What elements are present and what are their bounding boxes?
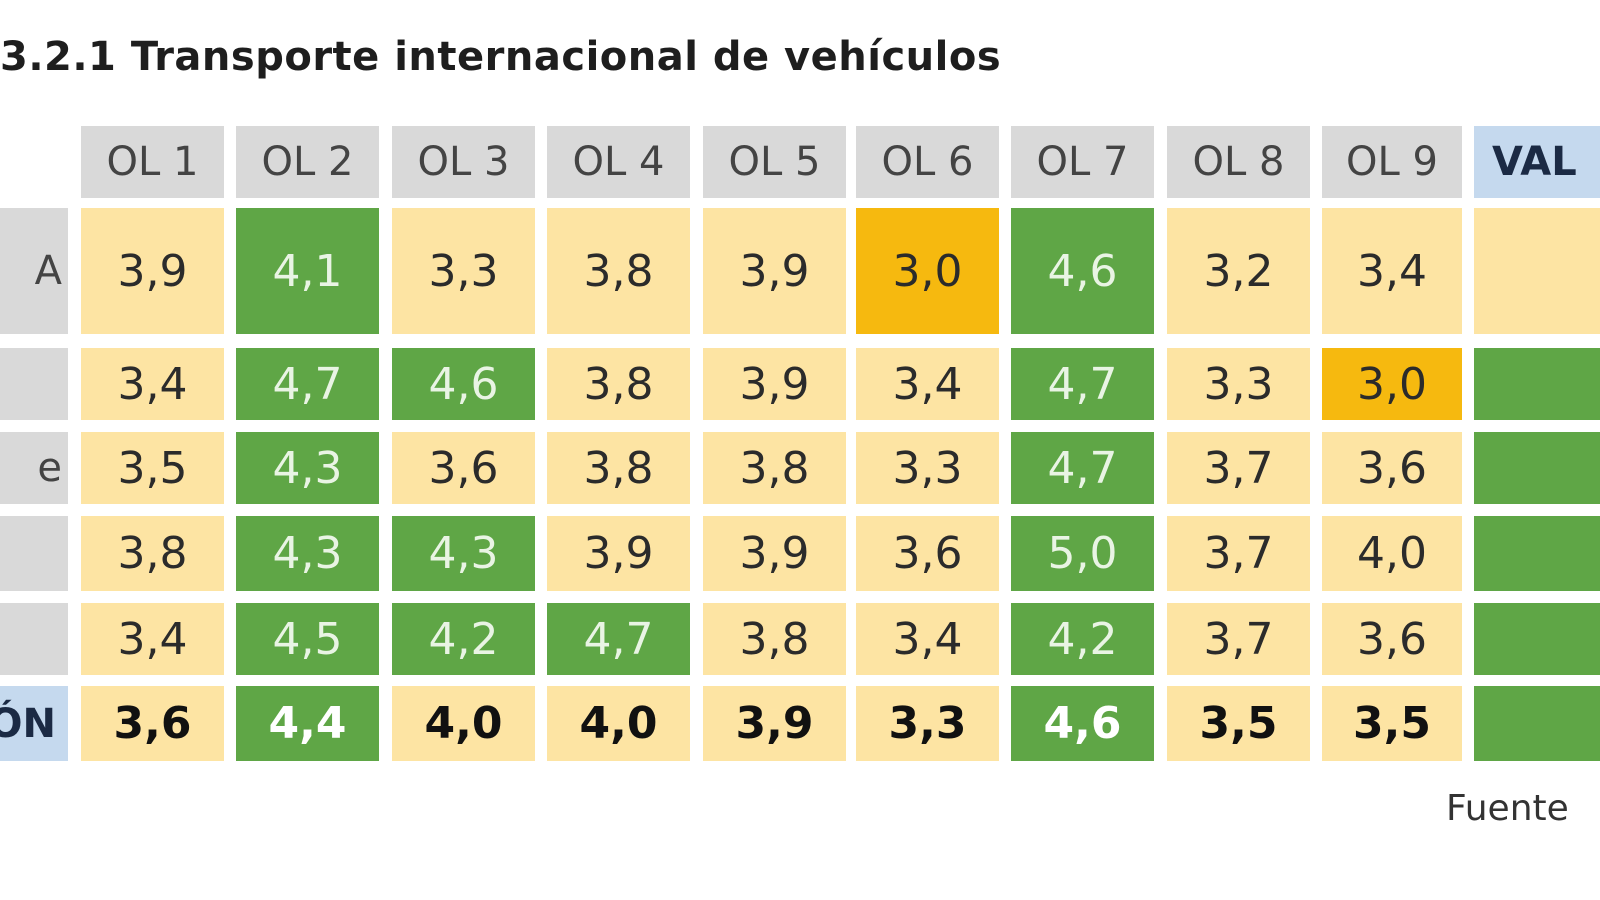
table-cell: 4,0 <box>392 686 535 761</box>
table-cell: 5,0 <box>1011 516 1154 591</box>
table-cell: 3,4 <box>856 348 999 420</box>
row-label: ÓN <box>0 686 68 761</box>
table-cell <box>1474 348 1600 420</box>
column-header: OL 4 <box>547 126 690 198</box>
column-header: OL 9 <box>1322 126 1462 198</box>
table-cell: 3,6 <box>856 516 999 591</box>
table-cell: 3,0 <box>1322 348 1462 420</box>
column-header: VAL <box>1474 126 1600 198</box>
table-cell: 3,0 <box>856 208 999 334</box>
table-cell: 3,4 <box>81 603 224 675</box>
table-cell: 4,3 <box>392 516 535 591</box>
row-label: e <box>0 432 68 504</box>
column-header: OL 6 <box>856 126 999 198</box>
table-cell: 3,7 <box>1167 603 1310 675</box>
table-cell: 4,5 <box>236 603 379 675</box>
table-cell: 4,2 <box>1011 603 1154 675</box>
table-cell <box>1474 516 1600 591</box>
table-cell: 3,2 <box>1167 208 1310 334</box>
table-cell: 3,6 <box>1322 432 1462 504</box>
row-label <box>0 348 68 420</box>
table-cell: 4,4 <box>236 686 379 761</box>
table-cell: 3,6 <box>81 686 224 761</box>
table-cell <box>1474 603 1600 675</box>
column-header: OL 8 <box>1167 126 1310 198</box>
table-cell: 4,2 <box>392 603 535 675</box>
row-label <box>0 516 68 591</box>
table-cell: 3,3 <box>856 686 999 761</box>
table-cell: 3,5 <box>81 432 224 504</box>
table-cell: 3,7 <box>1167 432 1310 504</box>
table-cell: 3,8 <box>81 516 224 591</box>
table-cell: 4,7 <box>547 603 690 675</box>
column-header: OL 1 <box>81 126 224 198</box>
table-cell <box>1474 208 1600 334</box>
table-cell: 3,3 <box>1167 348 1310 420</box>
table-cell: 3,8 <box>547 348 690 420</box>
table-cell: 4,3 <box>236 432 379 504</box>
table-cell: 3,8 <box>703 603 846 675</box>
table-cell: 3,3 <box>392 208 535 334</box>
table-cell: 4,6 <box>1011 686 1154 761</box>
table-cell: 3,9 <box>547 516 690 591</box>
table-cell: 3,3 <box>856 432 999 504</box>
table-cell: 3,7 <box>1167 516 1310 591</box>
table-cell <box>1474 432 1600 504</box>
table-cell: 3,4 <box>856 603 999 675</box>
column-header: OL 5 <box>703 126 846 198</box>
column-header: OL 3 <box>392 126 535 198</box>
table-cell: 4,7 <box>1011 348 1154 420</box>
column-header: OL 7 <box>1011 126 1154 198</box>
source-note: Fuente <box>1446 788 1569 829</box>
table-cell: 4,6 <box>392 348 535 420</box>
table-cell: 3,9 <box>703 686 846 761</box>
table-cell: 3,6 <box>1322 603 1462 675</box>
table-cell: 3,8 <box>703 432 846 504</box>
table-cell: 3,9 <box>703 348 846 420</box>
table-cell <box>1474 686 1600 761</box>
column-header: OL 2 <box>236 126 379 198</box>
table-cell: 4,1 <box>236 208 379 334</box>
table-cell: 3,9 <box>703 208 846 334</box>
table-cell: 4,7 <box>1011 432 1154 504</box>
table-cell: 3,8 <box>547 432 690 504</box>
table-cell: 3,4 <box>81 348 224 420</box>
table-cell: 3,5 <box>1167 686 1310 761</box>
row-label: A <box>0 208 68 334</box>
table-cell: 4,0 <box>1322 516 1462 591</box>
table-cell: 4,7 <box>236 348 379 420</box>
table-cell: 3,8 <box>547 208 690 334</box>
table-cell: 3,5 <box>1322 686 1462 761</box>
table-cell: 3,6 <box>392 432 535 504</box>
table-cell: 3,4 <box>1322 208 1462 334</box>
table-cell: 3,9 <box>703 516 846 591</box>
table-cell: 4,0 <box>547 686 690 761</box>
table-cell: 4,6 <box>1011 208 1154 334</box>
table-cell: 3,9 <box>81 208 224 334</box>
row-label <box>0 603 68 675</box>
table-cell: 4,3 <box>236 516 379 591</box>
table-title: 3.2.1 Transporte internacional de vehícu… <box>0 34 1002 80</box>
